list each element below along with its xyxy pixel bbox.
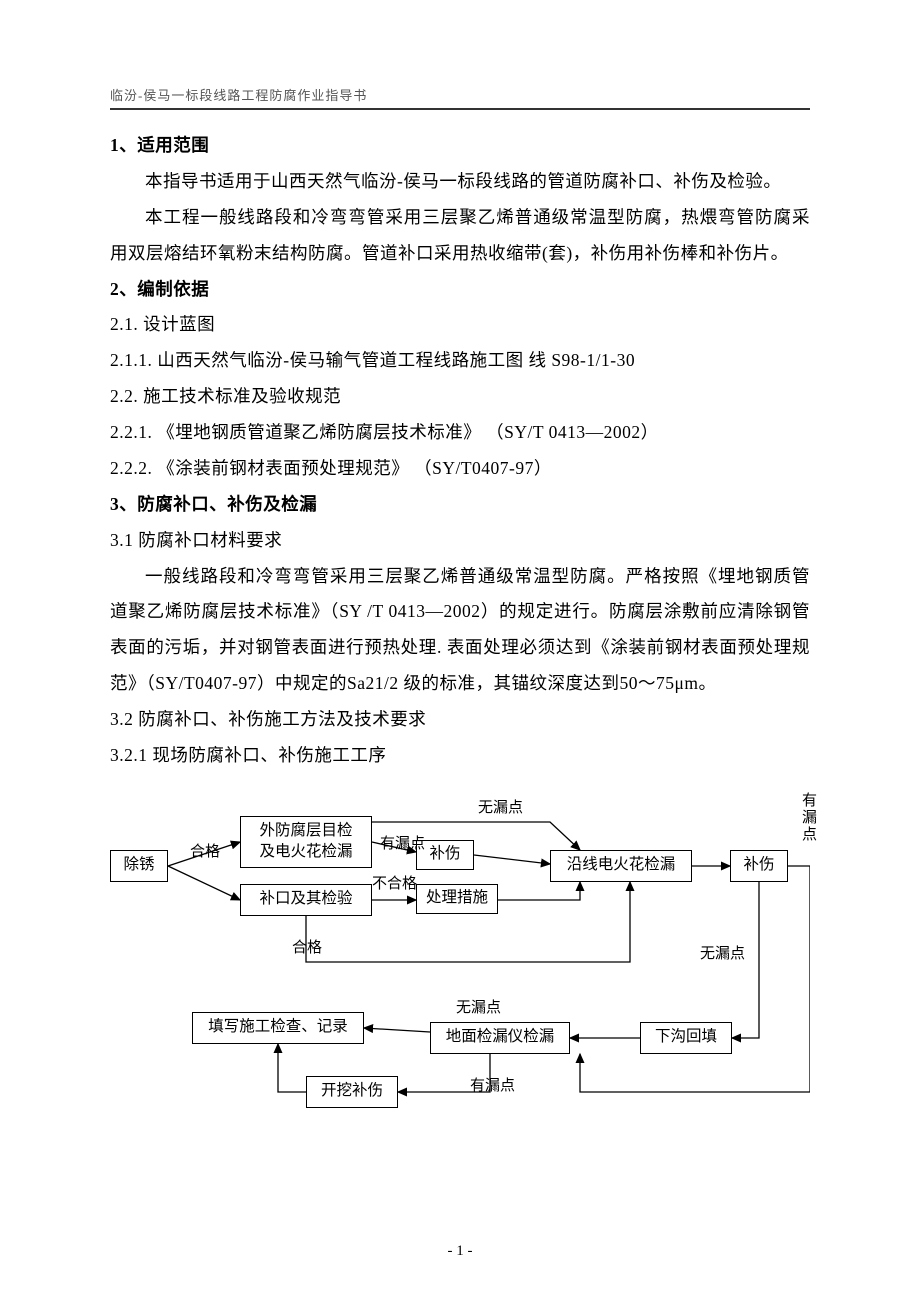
flow-node-n_bukou: 补口及其检验 [240,884,372,916]
sec3-l3: 3.2.1 现场防腐补口、补伤施工工序 [110,738,810,774]
sec2-l4: 2.2.1. 《埋地钢质管道聚乙烯防腐层技术标准》 （SY/T 0413—200… [110,415,810,451]
flow-node-n_waifang: 外防腐层目检及电火花检漏 [240,816,372,868]
flow-label-buhege: 不合格 [372,872,417,893]
sec3-l2: 3.2 防腐补口、补伤施工方法及技术要求 [110,702,810,738]
sec1-heading: 1、适用范围 [110,128,810,164]
process-flowchart: 除锈外防腐层目检及电火花检漏补口及其检验补伤处理措施沿线电火花检漏补伤填写施工检… [110,792,810,1142]
page-number: - 1 - [0,1243,920,1260]
flow-edge-e5 [474,855,550,864]
flow-edge-e11 [580,866,810,1092]
header-rule [110,108,810,110]
sec3-heading: 3、防腐补口、补伤及检漏 [110,487,810,523]
document-body: 1、适用范围 本指导书适用于山西天然气临汾-侯马一标段线路的管道防腐补口、补伤及… [110,128,810,774]
flow-node-n_chuli: 处理措施 [416,884,498,914]
flow-edge-e2 [168,866,240,900]
flow-label-youloud1: 有漏点 [380,832,425,853]
flow-label-youloud3: 有漏点 [470,1074,515,1095]
flow-label-wuloud3: 无漏点 [456,996,501,1017]
flow-node-n_dimian: 地面检漏仪检漏 [430,1022,570,1054]
sec2-l1: 2.1. 设计蓝图 [110,307,810,343]
flow-node-n_chuxiu: 除锈 [110,850,168,882]
sec1-p1: 本指导书适用于山西天然气临汾-侯马一标段线路的管道防腐补口、补伤及检验。 [110,164,810,200]
flow-node-n_kaiwa: 开挖补伤 [306,1076,398,1108]
page-header: 临汾-侯马一标段线路工程防腐作业指导书 [110,85,810,108]
flow-edge-e13 [364,1028,430,1032]
flow-label-youloud2: 有漏点 [798,792,819,843]
flow-label-wuloud2: 无漏点 [700,942,745,963]
flow-edge-e6 [498,882,580,900]
flow-label-hege1: 合格 [190,840,220,861]
flow-node-n_xiagou: 下沟回填 [640,1022,732,1054]
sec3-l1: 3.1 防腐补口材料要求 [110,523,810,559]
sec2-l3: 2.2. 施工技术标准及验收规范 [110,379,810,415]
sec1-p2: 本工程一般线路段和冷弯弯管采用三层聚乙烯普通级常温型防腐，热煨弯管防腐采用双层熔… [110,200,810,272]
flow-node-n_yanxian: 沿线电火花检漏 [550,850,692,882]
sec2-l2: 2.1.1. 山西天然气临汾-侯马输气管道工程线路施工图 线 S98-1/1-3… [110,343,810,379]
sec3-p1: 一般线路段和冷弯弯管采用三层聚乙烯普通级常温型防腐。严格按照《埋地钢质管道聚乙烯… [110,559,810,703]
sec2-heading: 2、编制依据 [110,272,810,308]
flow-edge-e15 [278,1044,306,1092]
flow-node-n_tianxie: 填写施工检查、记录 [192,1012,364,1044]
flow-label-hege2: 合格 [292,936,322,957]
flow-node-n_bushang2: 补伤 [730,850,788,882]
flow-label-wuloud1: 无漏点 [478,796,523,817]
sec2-l5: 2.2.2. 《涂装前钢材表面预处理规范》 （SY/T0407-97） [110,451,810,487]
